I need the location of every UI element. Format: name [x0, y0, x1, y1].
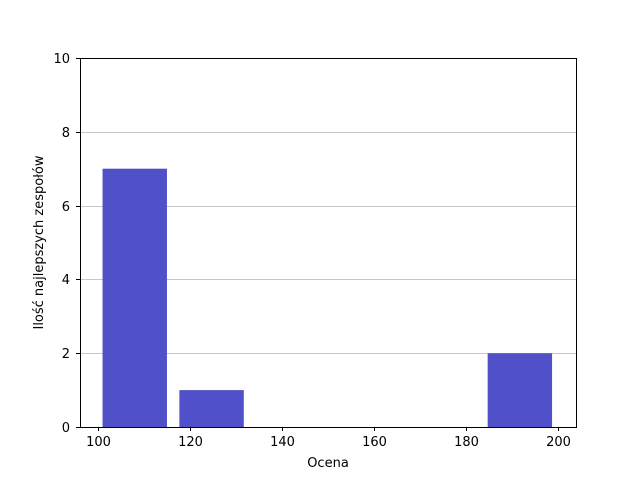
plot-frame: [80, 58, 577, 428]
x-tick-label: 120: [178, 435, 203, 450]
y-tick-label: 8: [62, 126, 70, 141]
x-tick-label: 140: [270, 435, 295, 450]
bar: [102, 168, 167, 427]
x-tick-label: 100: [86, 435, 111, 450]
x-tick-label: 200: [546, 435, 571, 450]
y-tick-label: 2: [62, 347, 70, 362]
x-axis-label: Ocena: [307, 456, 349, 471]
x-tick-label: 180: [454, 435, 479, 450]
y-axis-label: Ilość najlepszych zespołów: [32, 155, 47, 329]
y-tick-label: 6: [62, 200, 70, 215]
y-axis: 0 2 4 6 8 10: [53, 52, 80, 436]
bar: [487, 353, 553, 427]
x-tick-label: 160: [362, 435, 387, 450]
y-tick-label: 0: [62, 421, 70, 436]
bar: [179, 390, 244, 427]
y-tick-label: 10: [53, 52, 70, 67]
y-tick-label: 4: [62, 273, 70, 288]
x-axis: 100 120 140 160 180 200: [86, 427, 571, 450]
bar-layer: [102, 168, 553, 427]
